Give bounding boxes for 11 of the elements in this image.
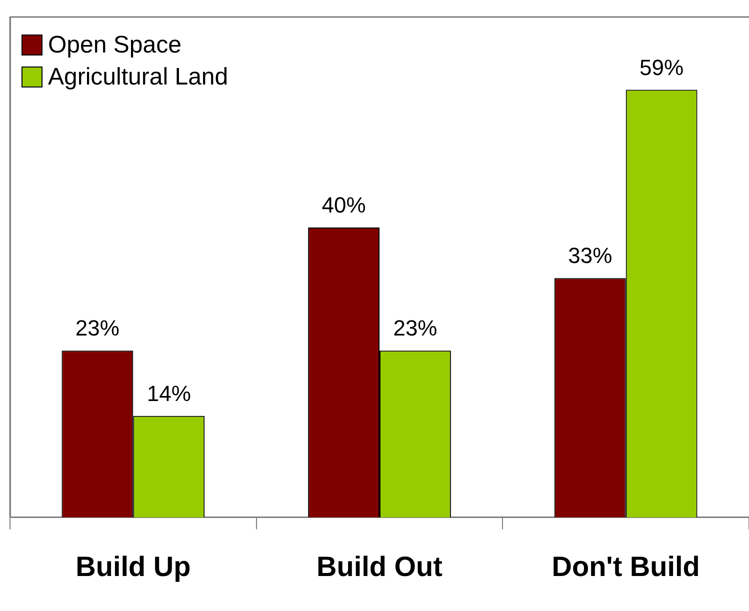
legend-label: Agricultural Land bbox=[48, 64, 228, 91]
x-tick-label: Don't Build bbox=[552, 550, 700, 582]
x-tick-label: Build Out bbox=[316, 550, 442, 582]
data-label: 23% bbox=[75, 316, 120, 341]
data-label: 59% bbox=[640, 54, 684, 80]
data-label: 40% bbox=[322, 192, 366, 218]
legend-label: Open Space bbox=[48, 32, 182, 59]
data-label: 23% bbox=[393, 316, 438, 341]
data-label: 14% bbox=[146, 380, 191, 406]
data-label: 33% bbox=[568, 243, 612, 268]
x-tick-label: Build Up bbox=[76, 550, 191, 582]
